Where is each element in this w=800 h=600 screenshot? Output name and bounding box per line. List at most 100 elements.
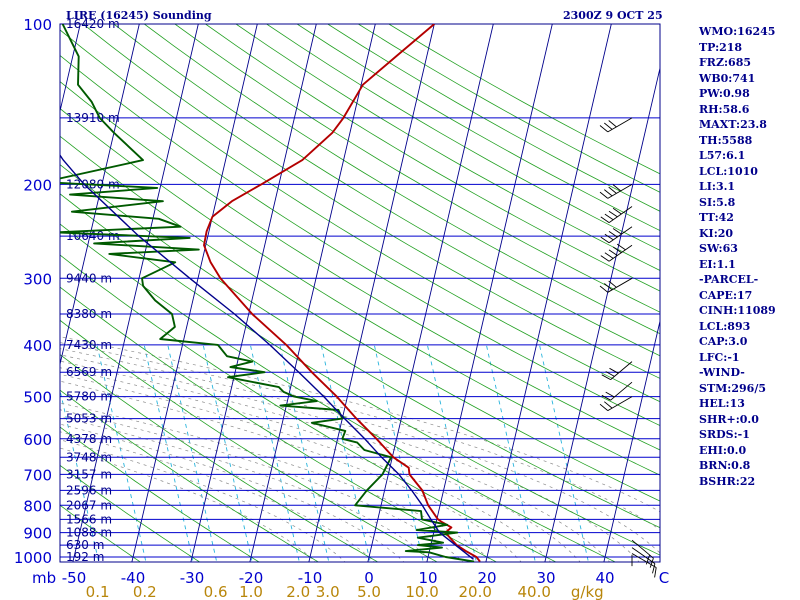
wind-barb-flag — [649, 558, 654, 568]
pressure-tick-label: 900 — [23, 525, 52, 543]
moist-adiabats — [60, 336, 660, 562]
wind-barb-flag — [599, 285, 609, 293]
wind-barb-flag — [599, 125, 609, 133]
wind-barb-flag — [599, 403, 609, 411]
height-label: 6569 m — [66, 365, 112, 379]
dry-adiabat — [113, 24, 660, 357]
mixing-ratio-label: 0.2 — [133, 583, 157, 600]
isotherm — [544, 66, 660, 562]
wind-barb-flag — [612, 207, 622, 215]
sounding-traces — [60, 24, 481, 562]
height-label: 4378 m — [66, 432, 112, 446]
index-item: SHR+:0.0 — [699, 412, 759, 426]
temperature-trace — [203, 24, 481, 562]
index-item: FRZ:685 — [699, 56, 752, 69]
index-item: CAPE:17 — [699, 288, 753, 302]
temperature-tick-label: -20 — [239, 569, 264, 587]
mixing-ratio-line — [96, 344, 147, 562]
mixing-ratio-label: 40.0 — [517, 583, 550, 600]
wind-barb-flag — [604, 213, 614, 221]
index-item: SI:5.8 — [699, 195, 736, 209]
wind-barb-flag — [609, 367, 619, 374]
index-item: -PARCEL- — [699, 273, 759, 286]
isotherm — [308, 24, 435, 562]
moist-adiabat — [60, 367, 581, 562]
index-item: MAXT:23.8 — [699, 118, 767, 131]
mixing-ratio-line — [167, 344, 218, 562]
wind-barb-flag — [608, 210, 618, 218]
height-label: 2067 m — [66, 498, 112, 512]
isotherm — [249, 24, 376, 562]
wind-barb — [601, 381, 633, 401]
dry-adiabat — [82, 24, 660, 379]
wind-barb-flag — [604, 233, 614, 241]
isotherm — [485, 24, 612, 562]
height-label: 5053 m — [66, 412, 112, 426]
mixing-ratio-line — [373, 344, 424, 562]
index-item: CAP:3.0 — [699, 335, 748, 348]
mixing-ratio-line — [539, 344, 589, 562]
wind-barb-flag — [604, 283, 613, 291]
dry-adiabat — [60, 504, 142, 562]
dry-adiabat — [60, 319, 439, 562]
wind-barb-flag — [616, 243, 626, 251]
isotherm — [603, 319, 660, 562]
wind-barb — [599, 277, 633, 293]
index-item: LFC:-1 — [699, 350, 740, 364]
dry-adiabat — [60, 193, 660, 556]
pressure-tick-label: 800 — [23, 497, 52, 515]
dry-adiabat — [174, 24, 660, 313]
pressure-tick-label: 500 — [23, 389, 52, 407]
dry-adiabat — [60, 81, 660, 451]
index-item: TP:218 — [699, 40, 743, 54]
dry-adiabat — [235, 24, 660, 271]
dry-adiabat — [60, 108, 660, 476]
height-label: 3748 m — [66, 450, 112, 464]
index-item: BSHR:22 — [699, 474, 756, 488]
index-item: PW:0.98 — [699, 87, 750, 100]
moist-adiabat — [60, 348, 660, 554]
moist-adiabat — [60, 360, 611, 562]
index-item: HEL:13 — [699, 397, 745, 410]
mixing-ratio-line — [426, 344, 477, 562]
temperature-tick-label: 30 — [536, 569, 555, 587]
pressure-tick-label: 400 — [23, 337, 52, 355]
mixing-ratio-label: g/kg — [571, 583, 604, 600]
pressure-tick-label: 300 — [23, 270, 52, 288]
index-item: RH:58.6 — [699, 102, 750, 116]
temperature-tick-label: -40 — [121, 569, 146, 587]
mixing-ratio-line — [202, 344, 253, 562]
wind-barb-flag — [608, 186, 617, 194]
temperature-tick-label: 20 — [477, 569, 496, 587]
wind-barb — [631, 553, 657, 578]
height-label: 630 m — [66, 538, 104, 552]
chart-title: LIRE (16245) Sounding — [66, 9, 212, 22]
wind-barb-staff — [631, 553, 657, 568]
pressure-tick-label: 600 — [23, 431, 52, 449]
temperature-tick-label: -30 — [180, 569, 205, 587]
dewpoint-trace — [60, 24, 475, 562]
moist-adiabat — [60, 380, 522, 562]
temperature-tick-label: 10 — [418, 569, 437, 587]
wind-barb-flag — [604, 252, 614, 259]
wind-barb-staff — [631, 547, 656, 564]
isotherm — [131, 24, 258, 562]
wind-barb — [599, 117, 633, 133]
height-label: 7430 m — [66, 338, 112, 352]
dry-adiabat — [60, 389, 320, 562]
height-label: 3157 m — [66, 467, 112, 481]
height-label: 9440 m — [66, 271, 112, 285]
index-item: L57:6.1 — [699, 149, 746, 162]
wind-barb — [600, 243, 633, 262]
wind-barb-flag — [599, 191, 609, 199]
moist-adiabat — [60, 354, 640, 562]
height-label: 192 m — [66, 550, 104, 564]
wind-barb-flag — [608, 120, 617, 128]
wind-barb-flag — [608, 249, 618, 256]
height-label: 8380 m — [66, 307, 112, 321]
plot-frame — [59, 23, 661, 563]
parcel-trace — [60, 153, 474, 560]
wind-barb — [631, 547, 656, 574]
wind-barb — [601, 361, 633, 380]
wind-barb-flag — [604, 401, 613, 409]
